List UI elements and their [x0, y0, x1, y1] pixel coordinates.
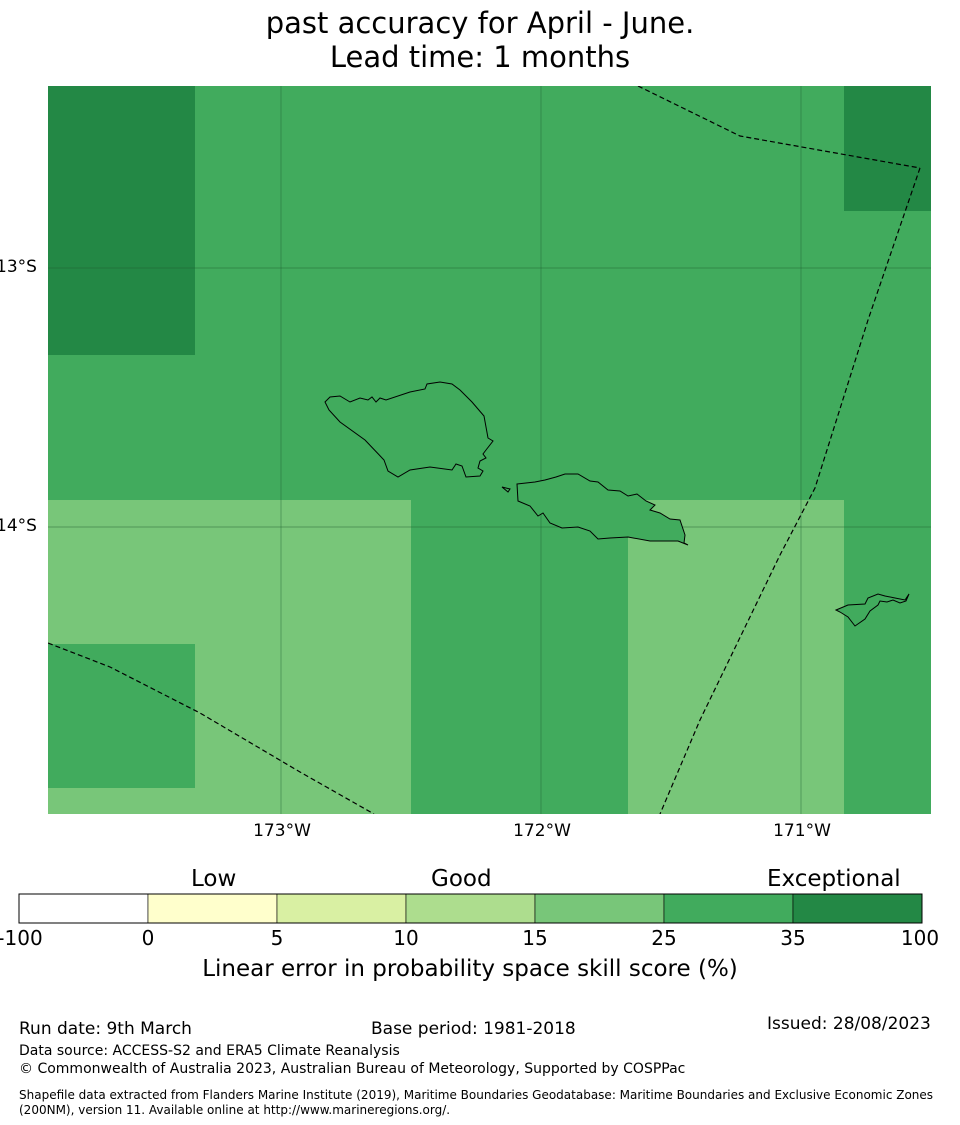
eez-boundary-north: [637, 86, 921, 169]
base-period: Base period: 1981-2018: [371, 1019, 576, 1039]
legend-category-exceptional: Exceptional: [767, 866, 901, 892]
legend-tick: 10: [393, 926, 419, 950]
lon-label-172w: 172°W: [513, 821, 571, 841]
legend-category-good: Good: [431, 866, 492, 892]
map-title-line-2: past accuracy for April - June.: [265, 6, 695, 40]
legend-colorbar-segment: [276, 893, 407, 924]
legend-colorbar-segment: [405, 893, 536, 924]
legend-tick: -100: [0, 926, 43, 950]
legend-title: Linear error in probability space skill …: [202, 956, 738, 982]
shapefile-credit-line-1: Shapefile data extracted from Flanders M…: [19, 1088, 934, 1102]
legend-colorbar: [18, 893, 923, 924]
legend-tick: 25: [651, 926, 677, 950]
skill-region-exceptional-ne: [844, 86, 931, 211]
legend-tick: 35: [780, 926, 806, 950]
legend-tick: 15: [522, 926, 548, 950]
lat-label-13s: 13°S: [0, 257, 37, 277]
legend-tick: 5: [270, 926, 284, 950]
island-upolu: [516, 473, 689, 546]
shapefile-credit-line-2: (200NM), version 11. Available online at…: [19, 1103, 451, 1117]
lat-label-14s: 14°S: [0, 516, 37, 536]
lon-label-173w: 173°W: [253, 821, 311, 841]
skill-score-map: [48, 86, 931, 814]
island-manono: [501, 486, 511, 493]
data-source: Data source: ACCESS-S2 and ERA5 Climate …: [19, 1043, 400, 1059]
legend-colorbar-segment: [534, 893, 665, 924]
legend-tick: 0: [141, 926, 155, 950]
lon-label-171w: 171°W: [773, 821, 831, 841]
legend-colorbar-segment: [18, 893, 149, 924]
legend-colorbar-segment: [792, 893, 923, 924]
map-title-line-3: Lead time: 1 months: [329, 40, 631, 74]
legend-tick: 100: [900, 926, 940, 950]
skill-region-exceptional-nw: [48, 86, 195, 355]
island-tutuila: [834, 593, 910, 627]
skill-region-sw-inner: [48, 644, 195, 788]
eez-boundary-east: [659, 167, 921, 814]
skill-region-se: [628, 500, 844, 814]
legend-category-low: Low: [191, 866, 237, 892]
run-date: Run date: 9th March: [19, 1019, 192, 1039]
legend-colorbar-border: [18, 893, 923, 924]
eez-boundary-southwest: [48, 642, 375, 814]
legend-colorbar-segment: [663, 893, 794, 924]
copyright: © Commonwealth of Australia 2023, Austra…: [19, 1061, 686, 1077]
island-savaii: [324, 381, 494, 478]
issued-date: Issued: 28/08/2023: [767, 1014, 931, 1034]
legend-colorbar-segment: [147, 893, 278, 924]
